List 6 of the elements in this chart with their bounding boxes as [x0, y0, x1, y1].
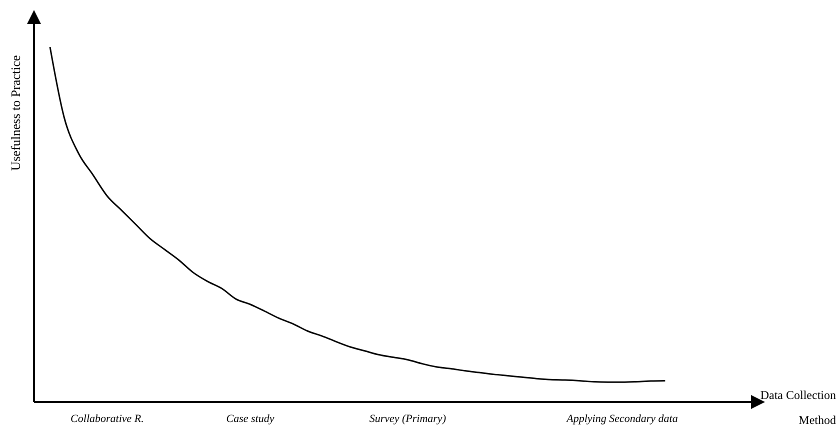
y-axis-title: Usefulness to Practice — [8, 55, 23, 171]
x-tick-label: Survey (Primary) — [369, 412, 446, 425]
x-tick-label: Collaborative R. — [70, 412, 144, 425]
x-tick-label: Case study — [226, 412, 274, 425]
x-tick-label: Applying Secondary data — [566, 412, 678, 425]
x-axis-title: Data Collection Method — [760, 388, 836, 427]
